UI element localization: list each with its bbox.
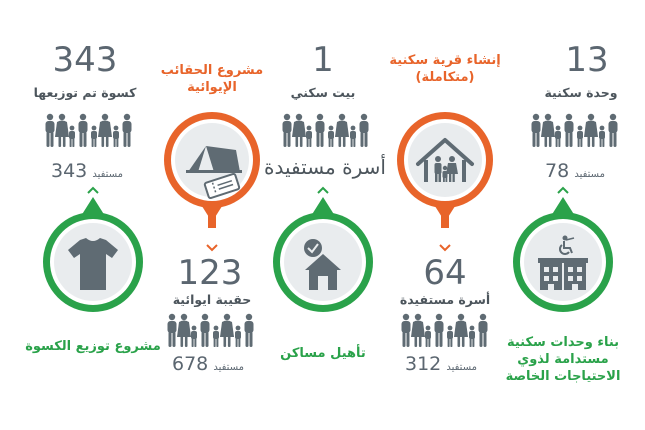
chevron-up-icon: [557, 186, 569, 194]
chevron-up-icon: [87, 186, 99, 194]
c4-bottom-number: 64: [423, 253, 467, 293]
beneficiary-number: 343: [51, 160, 88, 182]
c4-title: إنشاء قرية سكنية (متكاملة): [389, 53, 501, 85]
c1-top-label: كسوة تم توزيعها: [33, 85, 137, 100]
c5-top-label: وحدة سكنية: [544, 85, 618, 100]
chevron-up-icon: [317, 186, 329, 194]
c1-beneficiaries: مستفيد 343: [34, 160, 144, 182]
c1-title: مشروع توزيع الكسوة: [25, 339, 161, 354]
beneficiary-number: 78: [545, 160, 570, 182]
c5-top-number: 13: [565, 40, 609, 80]
c5-beneficiaries: مستفيد 78: [522, 160, 632, 182]
beneficiary-word: مستفيد: [574, 169, 605, 180]
beneficiary-word: مستفيد: [92, 169, 123, 180]
c3-top-label: بيت سكني: [290, 85, 356, 100]
family-icon: [400, 312, 490, 350]
chevron-down-icon: [206, 244, 218, 252]
c4-beneficiaries: مستفيد 312: [388, 353, 498, 375]
family-icon: [166, 312, 256, 350]
tent-and-ticket-icon: [186, 146, 242, 200]
beneficiary-number: 678: [172, 353, 209, 375]
c3-title: تأهيل مساكن: [280, 346, 366, 361]
c5-title: بناء وحدات سكنية مستدامة لذوي الاحتياجات…: [505, 335, 621, 384]
c2-beneficiaries: مستفيد 678: [155, 353, 265, 375]
c3-big-text: أسرة مستفيدة: [264, 155, 386, 179]
chevron-down-icon: [439, 244, 451, 252]
c2-bottom-label: حقيبة ايوائية: [172, 292, 252, 307]
beneficiary-word: مستفيد: [213, 362, 244, 373]
c3-top-number: 1: [312, 40, 334, 80]
family-icon: [530, 112, 620, 150]
t-shirt-icon: [68, 238, 118, 290]
beneficiary-word: مستفيد: [446, 362, 477, 373]
c1-top-number: 343: [52, 40, 118, 80]
house-check-icon: [304, 239, 341, 290]
accessible-buildings-icon: [538, 235, 588, 290]
c2-bottom-number: 123: [177, 253, 243, 293]
beneficiary-number: 312: [405, 353, 442, 375]
c2-title: مشروع الحقائب الإيوائية: [160, 63, 264, 95]
house-family-icon: [416, 138, 474, 182]
family-icon: [281, 112, 371, 150]
c4-bottom-label: أسرة مستفيدة: [399, 292, 491, 307]
family-icon: [44, 112, 134, 150]
